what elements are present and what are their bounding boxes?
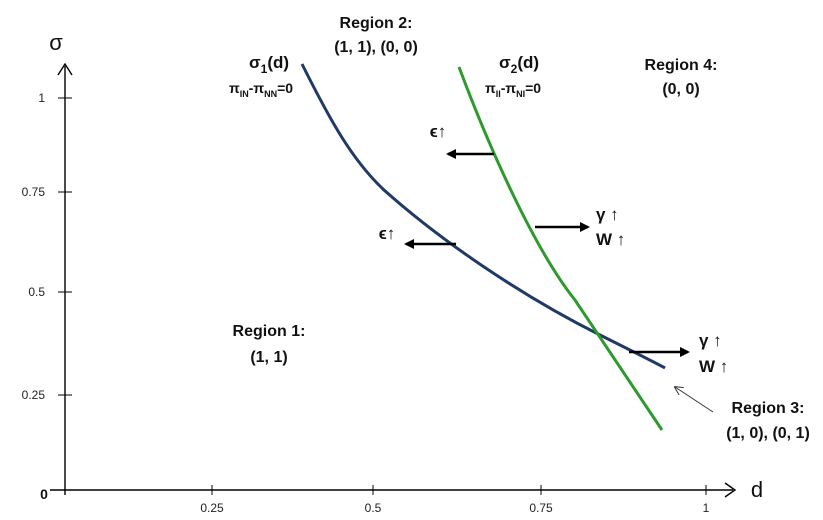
region2-payoffs: (1, 1), (0, 0) [334, 39, 418, 56]
y-tick-label: 1 [38, 91, 45, 105]
y-axis-label: σ [49, 30, 63, 55]
origin-label: 0 [40, 486, 48, 502]
eps-label-upper: ϵ↑ [430, 122, 447, 141]
x-tick-label: 0.25 [200, 501, 224, 515]
region2-title: Region 2: [340, 15, 413, 32]
region3-pointer-arrow [675, 387, 714, 413]
x-axis-label: d [751, 477, 763, 502]
x-axis-arrowhead [724, 482, 737, 498]
region4-title: Region 4: [645, 57, 718, 74]
y-axis-arrowhead [57, 62, 73, 76]
region3-payoffs: (1, 0), (0, 1) [726, 425, 810, 442]
y-tick-label: 0.75 [22, 185, 46, 199]
region4-payoffs: (0, 0) [662, 81, 699, 98]
sigma2-condition: πII-πNI=0 [485, 80, 541, 99]
sigma1-curve [300, 63, 666, 370]
x-tick-label: 0.5 [365, 501, 382, 515]
x-tick-label: 1 [703, 501, 710, 515]
region1-title: Region 1: [233, 323, 306, 340]
y-tick-label: 0.25 [22, 388, 46, 402]
x-tick-label: 0.75 [529, 501, 553, 515]
y-tick-label: 0.5 [28, 285, 45, 299]
gamma-label-upper: γ ↑ [596, 205, 619, 224]
eps-label-lower: ϵ↑ [379, 224, 396, 243]
sigma1-label: σ1(d) [249, 53, 289, 76]
gamma-label-lower: γ ↑ [699, 331, 722, 350]
sigma2-curve [457, 66, 664, 431]
region3-title: Region 3: [732, 400, 805, 417]
sigma2-label: σ2(d) [499, 53, 539, 76]
sigma1-condition: πIN-πNN=0 [229, 80, 293, 99]
w-label-upper: W ↑ [596, 230, 625, 249]
region1-payoffs: (1, 1) [250, 349, 287, 366]
w-label-lower: W ↑ [699, 357, 728, 376]
